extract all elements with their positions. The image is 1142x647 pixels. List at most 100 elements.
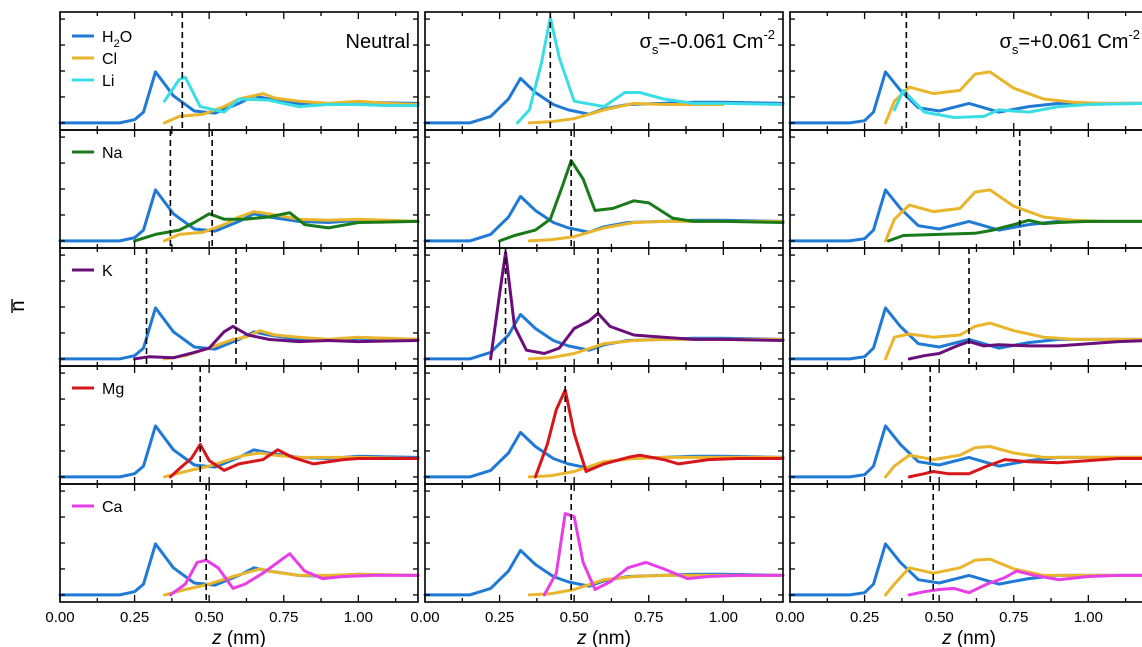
series-k-line: [907, 339, 1142, 361]
legend-label-part: 2: [114, 38, 120, 50]
series-cl-line: [527, 101, 725, 125]
series-cl-line: [162, 210, 420, 243]
series-h2o-line: [423, 194, 785, 243]
series-h2o-line: [58, 188, 420, 243]
x-axis-title: z (nm): [576, 628, 631, 647]
legend-label-part: O: [120, 29, 132, 46]
panel-frame: [789, 365, 1142, 485]
text-layer: 0.00 0.25 0.50 0.75 1.00 z (nm) 0.00 0.25 0.50 0.…: [7, 27, 1140, 647]
series-li-line: [892, 88, 1142, 119]
title-sigma-subscript: s: [1012, 42, 1019, 57]
series-cl-line: [884, 70, 1142, 125]
panel-k-0: [58, 247, 420, 367]
panel-frame: [789, 129, 1142, 249]
series-na-line: [498, 159, 785, 243]
column-title-sigma: σs=+0.061 Cm-2: [1000, 27, 1140, 57]
x-axis-title: z (nm): [941, 628, 996, 647]
x-tick-label: 0.50: [195, 609, 224, 626]
legend-label-part: Cl: [102, 51, 117, 68]
series-h2o-line: [58, 306, 420, 361]
x-axis-variable: z: [211, 628, 222, 647]
series-ca-line: [907, 569, 1142, 597]
panel-na-0: [58, 129, 420, 249]
title-sigma: σ: [1000, 31, 1013, 53]
title-sigma-exponent: -2: [763, 27, 775, 42]
title-sigma: σ: [640, 31, 653, 53]
x-axis-unit: (nm): [222, 628, 266, 647]
series-mg-line: [168, 442, 420, 479]
x-axis-unit: (nm): [587, 628, 631, 647]
x-tick-label: 0.25: [485, 609, 514, 626]
series-li-line: [516, 16, 785, 125]
panel-frame: [789, 483, 1142, 603]
x-tick-label: 1.00: [709, 609, 738, 626]
series-cl-line: [527, 219, 785, 243]
legend-label: Mg: [102, 381, 124, 398]
series-li-line: [162, 75, 420, 114]
series-cl-line: [884, 445, 1142, 479]
x-tick-label: 0.00: [775, 609, 804, 626]
x-tick-label: 0.75: [999, 609, 1028, 626]
series-cl-line: [162, 567, 420, 597]
series-h2o-line: [423, 430, 785, 479]
legend-label: Ca: [102, 499, 123, 516]
x-tick-label: 0.50: [560, 609, 589, 626]
series-cl-line: [884, 557, 1142, 597]
series-na-line: [133, 211, 420, 243]
panel-ca-1: [423, 483, 785, 603]
series-mg-line: [907, 457, 1142, 479]
legend-label: Li: [102, 73, 114, 90]
series-ca-line: [542, 512, 785, 597]
series-k-line: [489, 251, 785, 361]
legend-label: H2O: [102, 29, 132, 50]
x-tick-label: 1.00: [1074, 609, 1103, 626]
panel-li-2: [788, 11, 1142, 131]
title-sigma-exponent: -2: [1128, 27, 1140, 42]
legend-label: Na: [102, 145, 123, 162]
panel-mg-2: [788, 365, 1142, 485]
panel-frame: [59, 11, 419, 131]
series-cl-line: [527, 573, 785, 597]
x-tick-label: 0.50: [925, 609, 954, 626]
series-h2o-line: [788, 306, 1142, 361]
panel-frame: [789, 247, 1142, 367]
x-tick-label: 0.25: [120, 609, 149, 626]
title-sigma-value: =-0.061 Cm: [658, 31, 763, 53]
series-na-line: [887, 218, 1142, 243]
x-axis-variable: z: [576, 628, 587, 647]
series-h2o-line: [423, 76, 785, 125]
series-cl-line: [162, 451, 420, 479]
panel-frame: [789, 11, 1142, 131]
legend-label: Cl: [102, 51, 117, 68]
title-sigma-subscript: s: [652, 42, 659, 57]
x-tick-label: 0.75: [269, 609, 298, 626]
series-ca-line: [168, 552, 420, 597]
panel-frame: [424, 247, 784, 367]
y-axis-title: n: [7, 300, 29, 311]
x-tick-label: 0.00: [410, 609, 439, 626]
panel-na-1: [423, 129, 785, 249]
series-k-line: [133, 324, 420, 361]
panel-mg-1: [423, 365, 785, 485]
title-sigma-value: =+0.061 Cm: [1018, 31, 1128, 53]
panel-k-2: [788, 247, 1142, 367]
panel-na-2: [788, 129, 1142, 249]
series-h2o-line: [423, 548, 785, 597]
series-h2o-line: [58, 424, 420, 479]
x-tick-label: 0.25: [850, 609, 879, 626]
x-axis-title: z (nm): [211, 628, 266, 647]
panel-mg-0: [58, 365, 420, 485]
series-cl-line: [884, 188, 1142, 243]
series-mg-line: [533, 388, 785, 479]
x-axis-variable: z: [941, 628, 952, 647]
legend-label-part: H: [102, 29, 114, 46]
panels-layer: [58, 11, 1142, 603]
legend-label: K: [102, 263, 113, 280]
panel-frame: [59, 247, 419, 367]
x-tick-label: 0.00: [45, 609, 74, 626]
x-tick-label: 0.75: [634, 609, 663, 626]
panel-frame: [424, 11, 784, 131]
panel-frame: [424, 129, 784, 249]
x-axis-unit: (nm): [952, 628, 996, 647]
